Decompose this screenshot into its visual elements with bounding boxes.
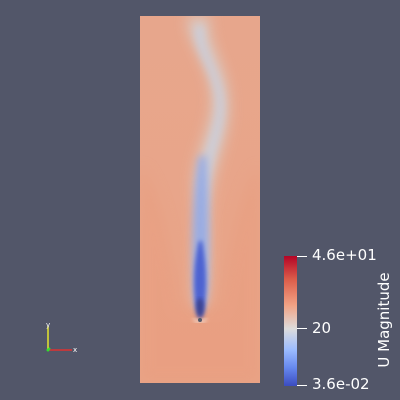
x-axis-label: x: [73, 346, 77, 354]
colorbar-min-label: 3.6e-02: [312, 375, 370, 393]
colorbar-title: U Magnitude: [375, 272, 393, 368]
color-legend-bar[interactable]: [284, 256, 297, 386]
velocity-magnitude-field: [140, 16, 260, 383]
colorbar-max-label: 4.6e+01: [312, 246, 377, 264]
colorbar-tick-max: [297, 256, 307, 257]
orientation-axes-widget: y x: [40, 318, 84, 358]
y-axis-label: y: [46, 321, 50, 329]
colorbar-tick-min: [297, 385, 307, 386]
colorbar-tick-mid: [297, 328, 307, 329]
colorbar-mid-label: 20: [312, 319, 332, 337]
